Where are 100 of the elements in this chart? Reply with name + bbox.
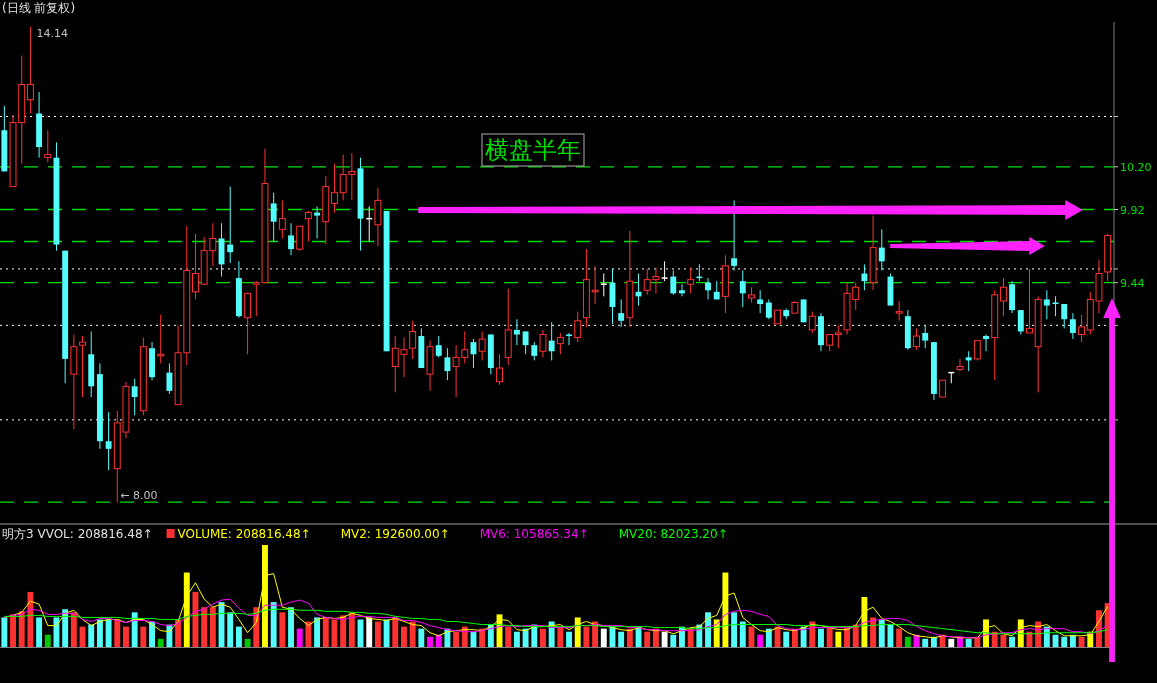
candlestick [878, 228, 885, 271]
candlestick [999, 277, 1007, 317]
candlestick [496, 353, 503, 386]
bar [201, 607, 208, 647]
candlestick [1017, 309, 1024, 335]
bar [731, 612, 738, 647]
text: MV6: 105865.34↑ [479, 527, 589, 541]
candlestick [679, 283, 685, 297]
bar [566, 631, 572, 647]
chart-title: 明方3 VVOL: 208816.48↑ [2, 527, 153, 541]
bar [878, 619, 885, 647]
bar [791, 628, 798, 647]
candlestick [1026, 268, 1033, 334]
bar [209, 607, 216, 647]
candlestick [861, 263, 868, 291]
bar [870, 617, 877, 647]
candlestick [314, 205, 321, 239]
bar [1069, 634, 1076, 647]
bar [366, 617, 373, 647]
text: MV2: 192600.00↑ [340, 527, 450, 541]
bar [435, 634, 442, 647]
text: MV20: 82023.20↑ [618, 527, 728, 541]
candlestick [765, 298, 772, 320]
bar [540, 628, 546, 647]
candlestick [808, 311, 816, 334]
candlestick [600, 273, 608, 297]
candlestick [296, 225, 304, 252]
candlestick [739, 269, 746, 308]
candlestick [227, 186, 234, 264]
bar [418, 628, 425, 647]
bar [739, 621, 746, 647]
bar [1009, 636, 1016, 647]
candlestick [1069, 312, 1076, 340]
bar [10, 614, 16, 647]
bar [453, 631, 460, 647]
bar [340, 615, 347, 647]
bar [392, 617, 399, 647]
bar [305, 621, 312, 647]
candlestick [105, 411, 112, 471]
bar [991, 631, 998, 647]
annotation: 14.14 [36, 26, 68, 40]
candlestick [687, 266, 695, 294]
candlestick [922, 324, 929, 349]
bar [583, 626, 590, 647]
bar [618, 631, 625, 647]
candlestick [478, 330, 486, 361]
chart-title: (日线 前复权) [2, 1, 76, 15]
candlestick [44, 129, 52, 163]
bar [513, 631, 520, 647]
bar [88, 624, 95, 647]
candlestick [331, 163, 338, 214]
bar [930, 636, 937, 647]
bar [270, 602, 277, 647]
bar [235, 626, 242, 647]
bar [70, 612, 77, 647]
candlestick [1043, 289, 1050, 320]
bar [383, 619, 390, 647]
bar [757, 634, 764, 647]
candlestick [731, 199, 738, 271]
candlestick [26, 26, 34, 114]
candlestick [513, 318, 520, 346]
candlestick [670, 269, 677, 296]
bar [783, 631, 790, 647]
y-tick-label: 10.20 [1120, 160, 1152, 174]
candlestick [435, 335, 442, 358]
bar [661, 631, 668, 647]
bar [36, 617, 43, 647]
bar [1061, 636, 1068, 647]
candlestick [965, 350, 972, 372]
bar [409, 621, 416, 647]
candlestick [556, 332, 564, 355]
bar [279, 612, 286, 647]
bar [44, 634, 51, 647]
bar [644, 631, 651, 647]
candlestick [1078, 314, 1086, 343]
y-tick-label: 9.44 [1120, 276, 1145, 290]
bar [948, 638, 955, 647]
bar [157, 638, 164, 647]
bar [522, 628, 529, 647]
bar [427, 636, 433, 647]
candlestick [304, 210, 312, 243]
candlestick [834, 324, 842, 349]
bar [1000, 634, 1007, 647]
bar [765, 628, 772, 647]
bar [314, 617, 321, 647]
bar [96, 619, 103, 647]
bar [557, 626, 564, 647]
candlestick [983, 334, 989, 352]
candlestick [1052, 295, 1059, 317]
bar [105, 619, 112, 647]
bar [835, 631, 842, 647]
legend-label: VOLUME: 208816.48↑ [177, 527, 311, 541]
bar [670, 634, 677, 647]
bar [296, 628, 303, 647]
candlestick [913, 327, 920, 351]
bar [505, 626, 512, 647]
candlestick [531, 341, 538, 361]
candlestick [618, 298, 625, 328]
bar [18, 611, 25, 647]
bar [965, 638, 972, 647]
